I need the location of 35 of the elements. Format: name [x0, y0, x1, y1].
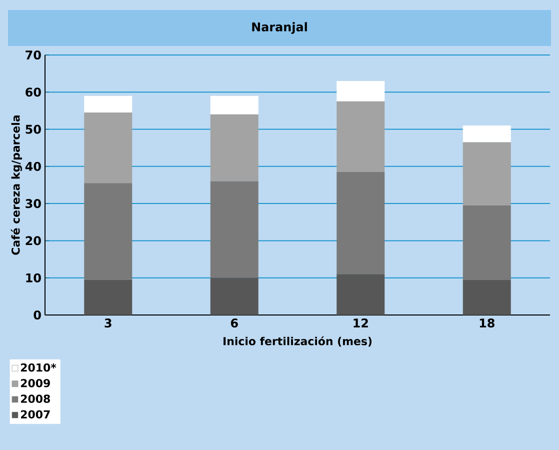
y-tick-label: 0: [34, 310, 41, 320]
y-tick-label: 70: [26, 50, 41, 60]
x-tick-label: 18: [480, 318, 494, 328]
bar: [462, 280, 511, 315]
bar: [84, 183, 132, 280]
bar: [210, 114, 258, 182]
y-tick-label: 50: [26, 124, 41, 134]
x-tick-label: 12: [354, 318, 368, 328]
y-tick-label: 60: [26, 88, 41, 97]
y-tick-label: 30: [26, 199, 41, 208]
bar: [336, 274, 385, 315]
bar: [84, 112, 132, 184]
x-axis-title: Inicio fertilización (mes): [224, 336, 372, 347]
bar: [210, 181, 258, 278]
bar: [336, 80, 385, 102]
bar: [336, 172, 385, 274]
legend-label: 2009: [21, 379, 50, 388]
bar: [462, 126, 511, 142]
bar: [462, 142, 511, 206]
bar: [84, 280, 132, 315]
y-tick-label: 40: [25, 162, 41, 171]
chart-title: Naranjal: [252, 22, 307, 34]
y-tick-label: 10: [26, 273, 41, 282]
bar: [210, 278, 258, 315]
legend-label: 2010*: [21, 363, 56, 372]
bar: [462, 205, 511, 280]
bar: [84, 96, 132, 113]
legend-label: 2008: [21, 394, 50, 403]
legend-label: 2007: [21, 410, 50, 419]
y-tick-label: 20: [26, 236, 41, 246]
y-axis-title: Café cereza kg/parcela: [10, 116, 22, 255]
bar: [336, 101, 385, 172]
x-tick-label: 3: [104, 318, 112, 328]
x-tick-label: 6: [230, 318, 238, 328]
bar: [210, 96, 258, 114]
